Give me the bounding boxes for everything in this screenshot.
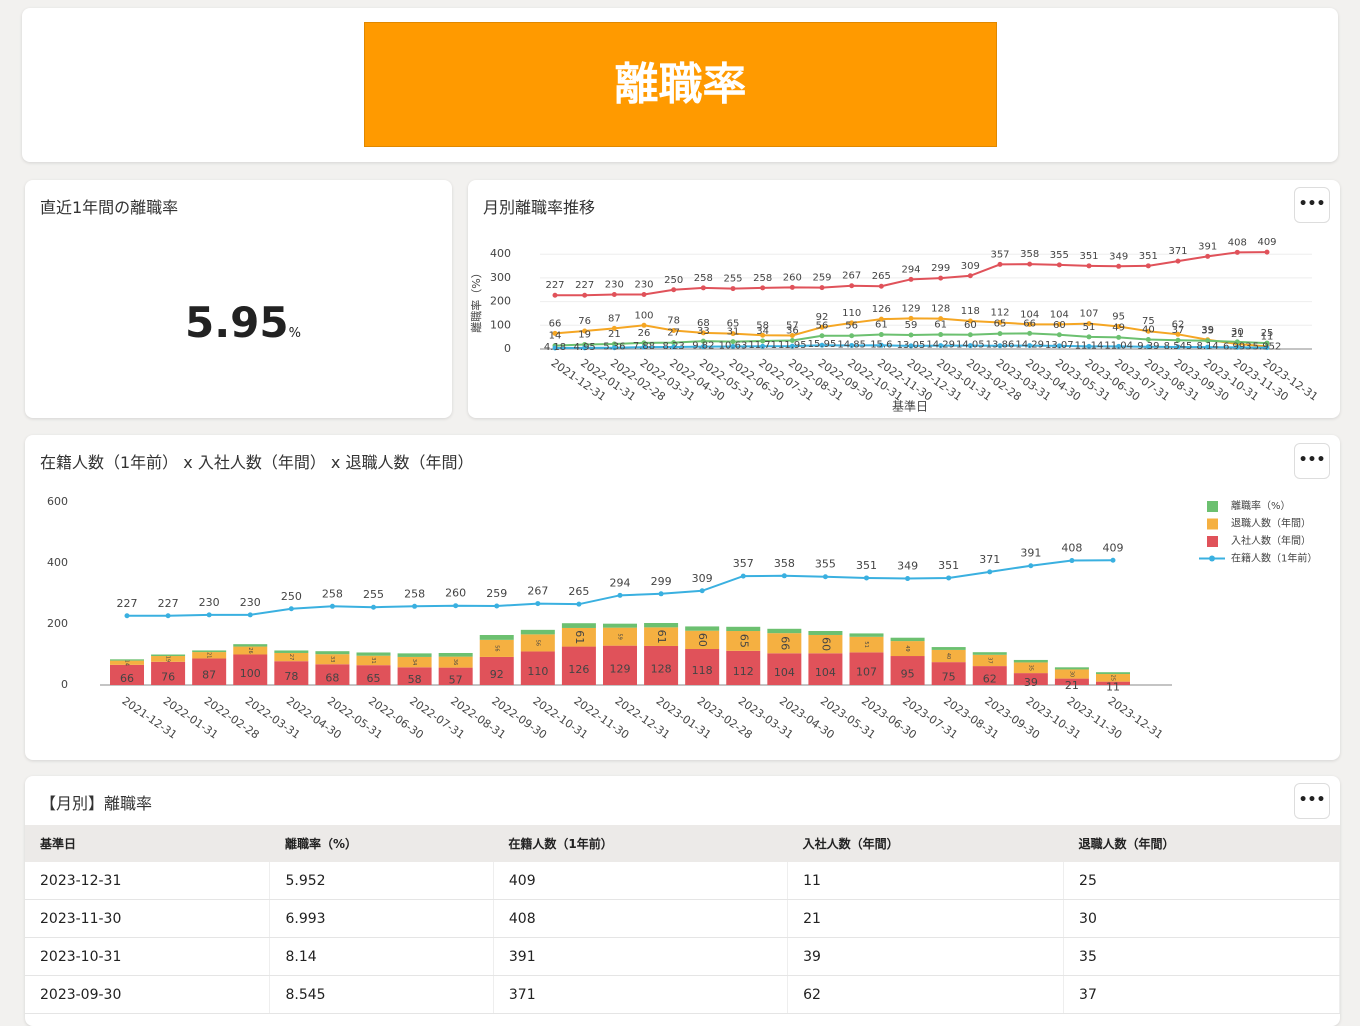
table-header: 基準日 離職率（%） 在籍人数（1年前） 入社人数（年間） 退職人数（年間） (25, 825, 1340, 862)
table-cell: 21 (787, 899, 1065, 938)
menu-button[interactable]: ••• (1294, 783, 1330, 819)
table-cell: 39 (787, 937, 1065, 976)
kpi-card: 直近1年間の離職率 5.95% (25, 180, 452, 418)
table-title: 【月別】離職率 (40, 794, 153, 813)
chart-title: 月別離職率推移 (483, 198, 596, 217)
table-cell: 2023-12-31 (25, 862, 271, 900)
table-row: 2023-11-30 6.993 408 21 30 (25, 899, 1340, 938)
table-cell: 2023-11-30 (25, 899, 271, 938)
table-cell: 11 (787, 862, 1065, 900)
kpi-value: 5.95% (185, 298, 301, 347)
table-card: 【月別】離職率 ••• 基準日 離職率（%） 在籍人数（1年前） 入社人数（年間） 退職… (25, 776, 1340, 1026)
table-body: 2023-12-31 5.952 409 11 25 2023-11-30 6.993 408… (25, 862, 1340, 1014)
table-cell: 371 (493, 975, 789, 1014)
menu-button[interactable]: ••• (1294, 443, 1330, 479)
table-cell: 2023-10-31 (25, 937, 271, 976)
table-cell: 37 (1063, 975, 1340, 1014)
kpi-unit: % (288, 326, 301, 341)
header-title: 離職率 (364, 22, 997, 147)
table-cell: 30 (1063, 899, 1340, 938)
column-header: 基準日 (25, 825, 270, 862)
table-cell: 408 (493, 899, 789, 938)
column-header: 離職率（%） (269, 825, 494, 862)
table-cell: 2023-09-30 (25, 975, 271, 1014)
chart-title: 在籍人数（1年前） x 入社人数（年間） x 退職人数（年間） (40, 453, 474, 472)
table-row: 2023-12-31 5.952 409 11 25 (25, 862, 1340, 900)
table-cell: 8.545 (269, 975, 494, 1014)
table-cell: 8.14 (269, 937, 494, 976)
table-cell: 62 (787, 975, 1065, 1014)
table-cell: 5.952 (269, 862, 494, 900)
table-cell: 409 (493, 862, 789, 900)
data-table: 基準日 離職率（%） 在籍人数（1年前） 入社人数（年間） 退職人数（年間） 2023-1… (25, 825, 1340, 1014)
table-cell: 25 (1063, 862, 1340, 900)
table-cell: 6.993 (269, 899, 494, 938)
column-header: 退職人数（年間） (1063, 825, 1340, 862)
table-cell: 391 (493, 937, 789, 976)
column-header: 在籍人数（1年前） (493, 825, 788, 862)
menu-button[interactable]: ••• (1294, 187, 1330, 223)
table-row: 2023-09-30 8.545 371 62 37 (25, 975, 1340, 1014)
line-chart-card: 月別離職率推移 ••• (468, 180, 1340, 418)
bar-chart-card: 在籍人数（1年前） x 入社人数（年間） x 退職人数（年間） ••• (25, 435, 1340, 760)
kpi-number: 5.95 (185, 298, 289, 347)
table-cell: 35 (1063, 937, 1340, 976)
column-header: 入社人数（年間） (787, 825, 1064, 862)
table-row: 2023-10-31 8.14 391 39 35 (25, 937, 1340, 976)
kpi-title: 直近1年間の離職率 (40, 198, 179, 217)
